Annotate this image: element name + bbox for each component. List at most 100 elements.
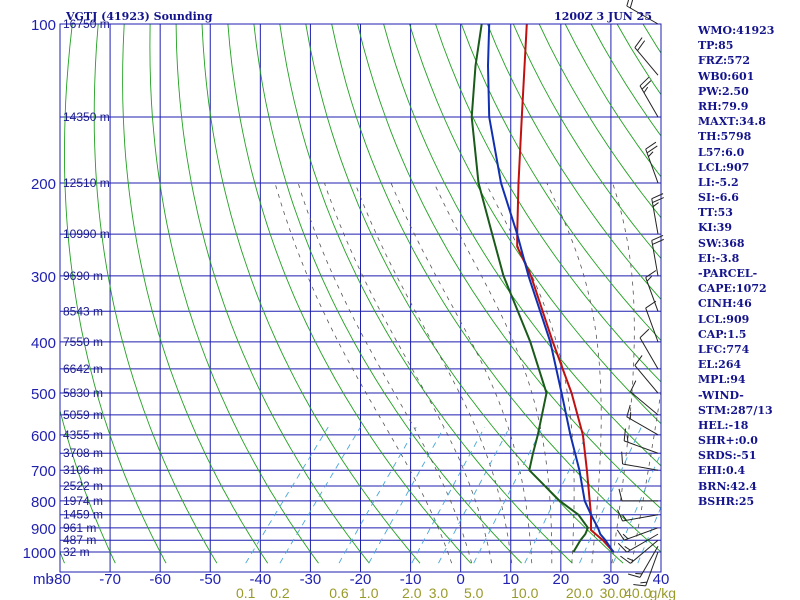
moist-adiabat xyxy=(274,182,452,564)
moist-adiabat xyxy=(390,182,533,564)
sounding-index: BRN:42.4 xyxy=(698,479,757,493)
mixing-ratio-label: 0.6 xyxy=(329,585,349,600)
dry-adiabat xyxy=(175,24,370,564)
height-label: 6642 m xyxy=(63,362,103,376)
wind-barb-flag xyxy=(626,404,631,418)
wind-barb-staff xyxy=(645,148,659,184)
sounding-index: RH:79.9 xyxy=(698,99,749,113)
moist-adiabat xyxy=(297,182,473,564)
wind-barb-flag xyxy=(634,355,643,366)
wind-barb-flag xyxy=(627,573,641,578)
mixing-ratio-label: 1.0 xyxy=(359,585,379,600)
pressure-unit-label: mb xyxy=(33,571,54,588)
wind-barb-staff xyxy=(645,277,659,312)
mixing-ratio-lines xyxy=(245,426,661,564)
wind-barb-flag xyxy=(652,197,664,204)
station-title: VGTJ (41923) Sounding xyxy=(65,10,213,23)
wind-barb-flag xyxy=(622,533,629,540)
mixing-ratio-label: 30.0 xyxy=(600,585,627,600)
temperature-tick-label: -10 xyxy=(400,571,422,588)
height-label: 2522 m xyxy=(63,479,103,493)
sounding-index: -WIND- xyxy=(698,388,744,402)
wind-barb-flag xyxy=(634,37,643,48)
wind-barb-staff xyxy=(630,539,659,564)
wind-barb-staff xyxy=(626,533,659,553)
wind-barb-flag xyxy=(626,435,629,443)
mixing-ratio-label: 5.0 xyxy=(464,585,484,600)
plot-border xyxy=(59,23,662,573)
wind-barb-flag xyxy=(626,0,630,7)
wind-barb xyxy=(626,0,659,25)
dry-adiabat xyxy=(357,24,661,510)
sounding-index: MAXT:34.8 xyxy=(698,115,766,129)
pressure-label: 700 xyxy=(31,463,56,480)
sounding-index: STM:287/13 xyxy=(698,403,773,417)
mixing-ratio-line xyxy=(411,426,486,564)
temperature-tick-label: -80 xyxy=(49,571,71,588)
height-label: 16750 m xyxy=(63,17,110,31)
sounding-index: SI:-6.6 xyxy=(698,191,739,205)
dry-adiabat xyxy=(122,24,269,564)
wind-barb-staff xyxy=(639,85,659,118)
wind-barb-flag xyxy=(652,202,659,207)
wind-barb-flag xyxy=(637,40,646,51)
dry-adiabat xyxy=(305,24,624,564)
sounding-index: LCL:909 xyxy=(698,312,750,326)
pressure-label: 900 xyxy=(31,521,56,538)
sounding-index: LI:-5.2 xyxy=(698,175,739,189)
wind-barb-flag xyxy=(639,76,650,87)
pressure-label: 1000 xyxy=(23,545,56,562)
wind-barb-staff xyxy=(645,551,659,586)
height-label: 9690 m xyxy=(63,269,103,283)
dry-adiabat xyxy=(383,24,661,467)
temperature-tick-label: 40 xyxy=(653,571,670,588)
pressure-label: 800 xyxy=(31,494,56,511)
mixing-ratio-label: 10.0 xyxy=(511,585,538,600)
background-grid xyxy=(59,23,662,573)
wind-barb-flag xyxy=(633,584,646,587)
temperature-tick-label: -60 xyxy=(149,571,171,588)
pressure-label: 400 xyxy=(31,335,56,352)
moist-adiabat xyxy=(631,388,661,564)
temperature-tick-label: -20 xyxy=(350,571,372,588)
dry-adiabat xyxy=(331,24,661,553)
height-label: 14350 m xyxy=(63,110,110,124)
wind-barb-flag xyxy=(652,238,664,245)
sounding-index: BSHR:25 xyxy=(698,494,755,508)
wind-barb xyxy=(621,451,659,471)
wind-barb-flag xyxy=(622,514,627,521)
height-label: 487 m xyxy=(63,533,96,547)
wind-barb xyxy=(645,270,659,312)
mixing-ratio-label: 20.0 xyxy=(566,585,593,600)
wind-barb xyxy=(623,428,659,454)
wind-barb xyxy=(620,539,659,564)
wind-barb-flag xyxy=(643,86,649,94)
sounding-index: CAP:1.5 xyxy=(698,327,747,341)
dry-adiabat xyxy=(435,24,661,383)
dewpoint-profile xyxy=(470,24,589,553)
mixing-ratio-line xyxy=(438,426,511,564)
wind-barb xyxy=(651,193,664,235)
plot-frame xyxy=(59,23,662,573)
sounding-index: TH:5798 xyxy=(698,130,752,144)
wind-barb xyxy=(616,527,659,541)
wind-barb-staff xyxy=(626,416,659,436)
wind-barb-flag xyxy=(645,141,657,150)
dry-adiabat xyxy=(460,24,661,342)
wind-barb-staff xyxy=(624,440,659,454)
wind-barb-staff xyxy=(634,365,659,394)
mixing-ratio-line xyxy=(368,426,445,564)
wind-barb-staff xyxy=(639,337,659,370)
temperature-tick-label: 0 xyxy=(456,571,464,588)
pressure-label: 500 xyxy=(31,386,56,403)
height-label: 5830 m xyxy=(63,386,103,400)
height-label: 1974 m xyxy=(63,494,103,508)
dry-adiabat xyxy=(409,24,661,425)
moist-adiabat xyxy=(546,182,602,564)
temperature-tick-label: 30 xyxy=(603,571,620,588)
wind-barb xyxy=(627,545,659,578)
height-label: 1459 m xyxy=(63,508,103,522)
temperature-tick-label: -70 xyxy=(99,571,121,588)
